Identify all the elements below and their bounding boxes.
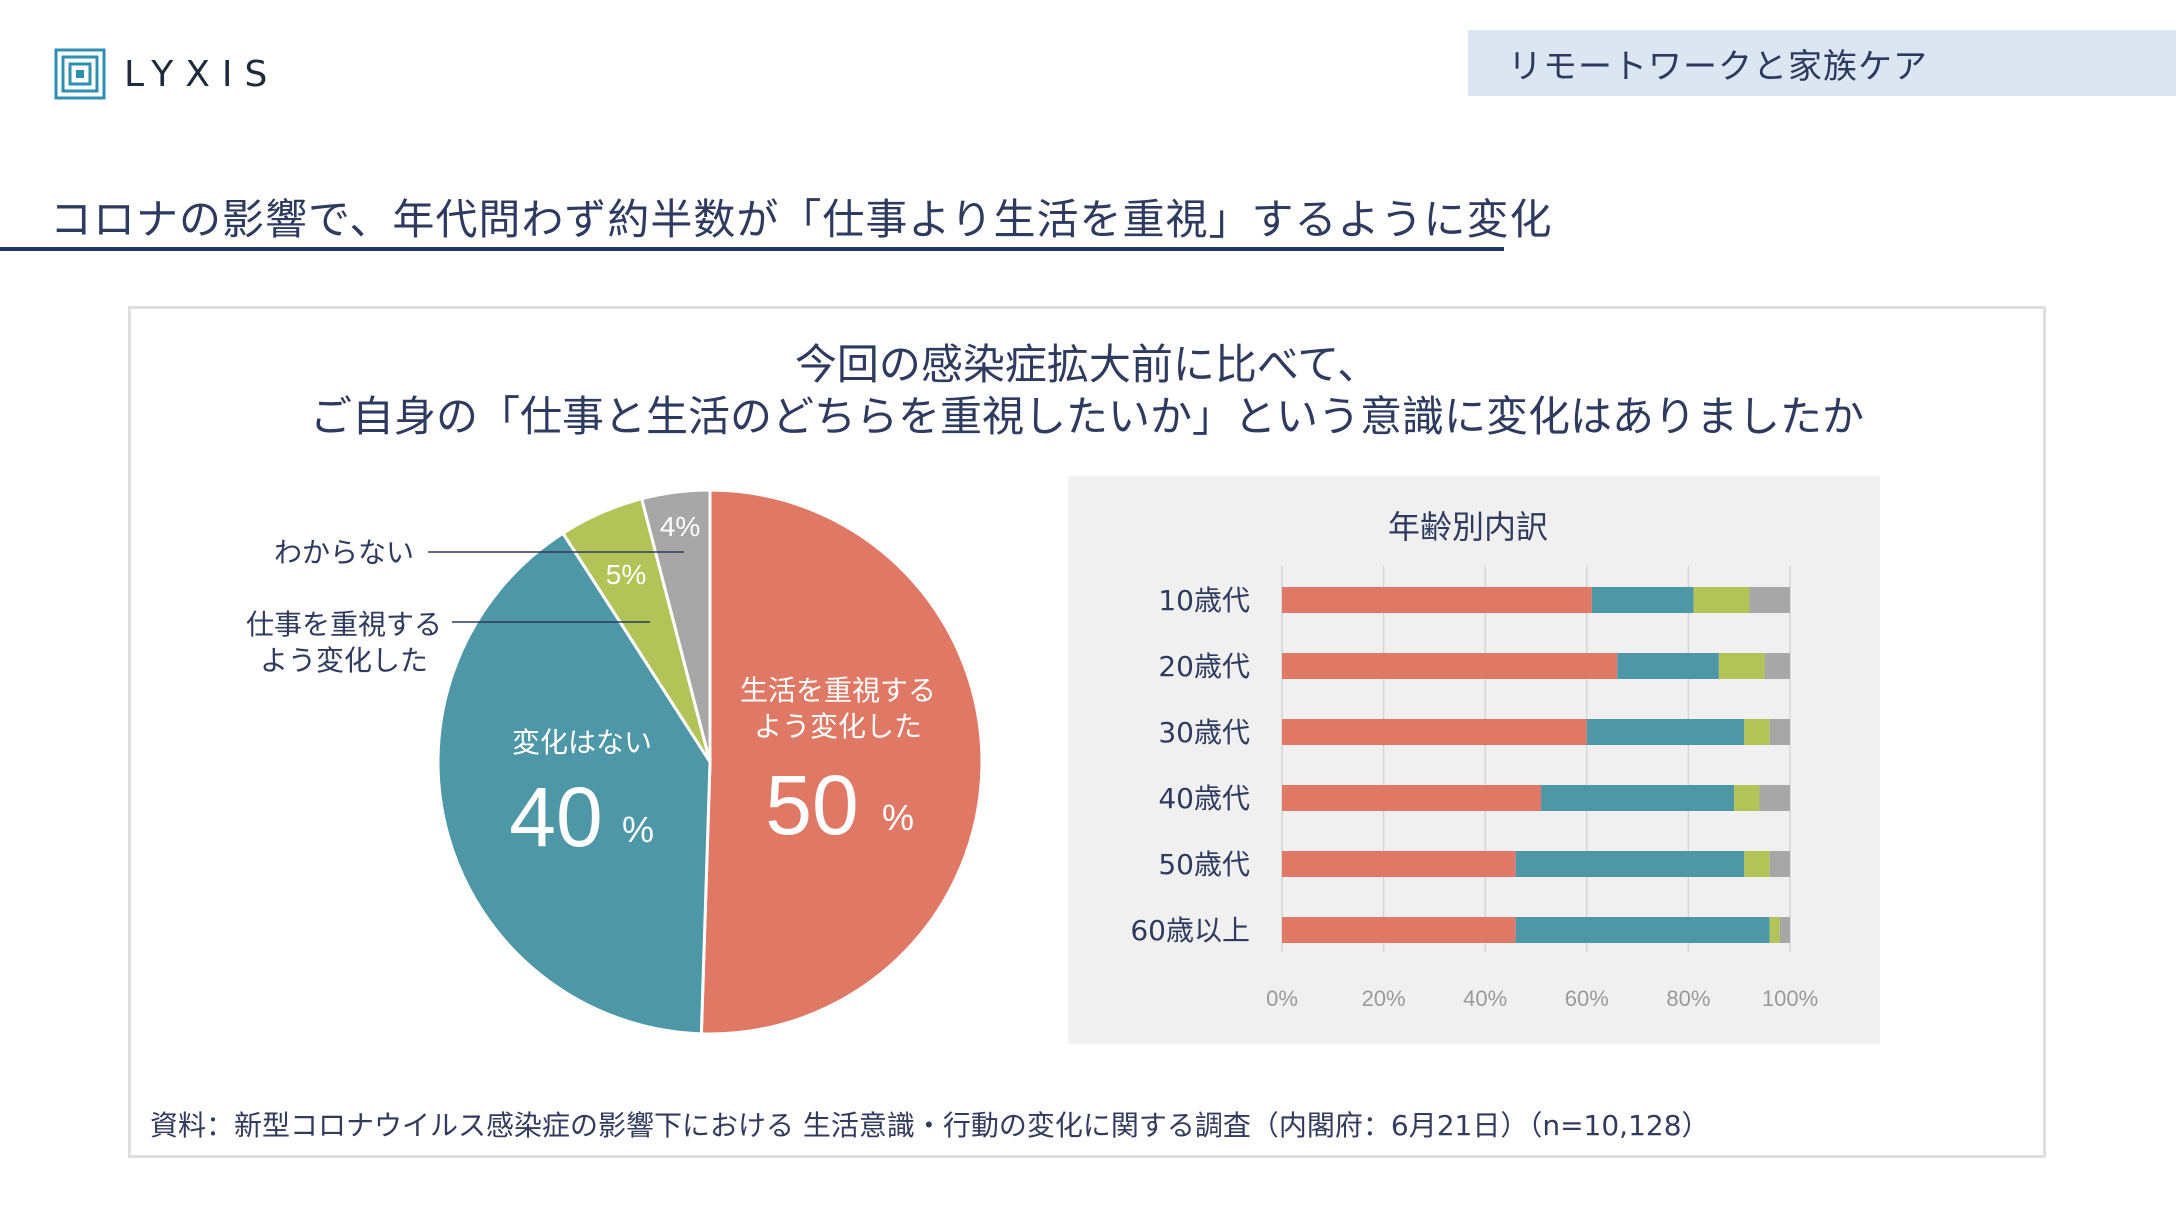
- bar-tick-label: 100%: [1762, 986, 1818, 1011]
- pie-value-unknown: 4%: [660, 511, 700, 542]
- bar-segment-work: [1693, 587, 1750, 613]
- pie-chart: [436, 488, 984, 1036]
- pie-value-life: 50: [765, 758, 858, 852]
- bar-tick-label: 20%: [1362, 986, 1406, 1011]
- bar-segment-unknown: [1769, 851, 1790, 877]
- pie-value-no-change: 40: [509, 770, 602, 864]
- bar-segment-work: [1769, 917, 1780, 943]
- square-spiral-logo-icon: [54, 48, 106, 100]
- bar-segment-unknown: [1764, 653, 1790, 679]
- source-note: 資料：新型コロナウイルス感染症の影響下における 生活意識・行動の変化に関する調査…: [150, 1109, 1710, 1142]
- bar-tick-label: 80%: [1666, 986, 1710, 1011]
- pie-callout-work-line1: 仕事を重視する: [246, 608, 442, 641]
- pie-unit-life: %: [882, 797, 914, 838]
- bar-segment-no_change: [1586, 719, 1745, 745]
- bar-segment-work: [1744, 851, 1770, 877]
- bar-tick-label: 40%: [1463, 986, 1507, 1011]
- bar-segment-unknown: [1769, 719, 1790, 745]
- bar-segment-life: [1282, 851, 1516, 877]
- pie-label-life-line1: 生活を重視する: [740, 674, 936, 707]
- brand-name: LYXIS: [124, 53, 280, 95]
- bar-chart-background: [1068, 476, 1880, 1044]
- bar-category-label: 50歳代: [1158, 848, 1250, 881]
- bar-segment-work: [1718, 653, 1765, 679]
- bar-segment-no_change: [1515, 851, 1745, 877]
- bar-category-label: 30歳代: [1158, 716, 1250, 749]
- bar-chart: [1282, 587, 1790, 943]
- page-title: コロナの影響で、年代問わず約半数が「仕事より生活を重視」するように変化: [50, 195, 1553, 244]
- pie-value-work: 5%: [606, 559, 646, 590]
- bar-segment-life: [1282, 917, 1516, 943]
- bar-segment-unknown: [1759, 785, 1790, 811]
- pie-callout-work-line2: よう変化した: [260, 644, 428, 677]
- pie-label-life-line2: よう変化した: [754, 710, 922, 743]
- pie-label-no-change: 変化はない: [512, 726, 652, 759]
- bar-category-label: 20歳代: [1158, 650, 1250, 683]
- bar-segment-life: [1282, 653, 1618, 679]
- bar-segment-life: [1282, 719, 1587, 745]
- title-underline: [0, 247, 1504, 251]
- topic-badge: リモートワークと家族ケア: [1468, 30, 2176, 96]
- question-line-2: ご自身の「仕事と生活のどちらを重視したいか」という意識に変化はありましたか: [309, 392, 1864, 441]
- bar-segment-unknown: [1749, 587, 1790, 613]
- bar-gridlines: [1281, 566, 1791, 952]
- bar-segment-life: [1282, 785, 1542, 811]
- topic-badge-label: リモートワークと家族ケア: [1508, 46, 1928, 87]
- pie-callout-unknown: わからない: [274, 536, 414, 569]
- bar-chart-title: 年齢別内訳: [1388, 508, 1548, 546]
- bar-segment-no_change: [1515, 917, 1770, 943]
- pie-slice-unknown: [639, 488, 712, 763]
- bar-segment-life: [1282, 587, 1592, 613]
- bar-segment-no_change: [1541, 785, 1735, 811]
- bar-segment-work: [1744, 719, 1770, 745]
- bar-tick-label: 0%: [1266, 986, 1298, 1011]
- bar-tick-label: 60%: [1565, 986, 1609, 1011]
- bar-category-labels: 10歳代 20歳代 30歳代 40歳代 50歳代 60歳以上: [1130, 584, 1250, 947]
- brand-logo: LYXIS: [54, 48, 279, 100]
- bar-tick-labels: 0% 20% 40% 60% 80% 100%: [1266, 986, 1818, 1011]
- bar-category-label: 10歳代: [1158, 584, 1250, 617]
- bar-category-label: 40歳代: [1158, 782, 1250, 815]
- bar-segment-no_change: [1617, 653, 1719, 679]
- bar-segment-no_change: [1591, 587, 1694, 613]
- bar-category-label: 60歳以上: [1130, 914, 1250, 947]
- pie-slice-life: [699, 488, 984, 1036]
- pie-unit-no-change: %: [622, 809, 654, 850]
- question-line-1: 今回の感染症拡大前に比べて、: [794, 340, 1380, 389]
- bar-segment-unknown: [1779, 917, 1790, 943]
- bar-segment-work: [1734, 785, 1760, 811]
- pie-labels: 生活を重視する よう変化した 50 % 変化はない 40 % 5% 4% わから…: [246, 511, 936, 864]
